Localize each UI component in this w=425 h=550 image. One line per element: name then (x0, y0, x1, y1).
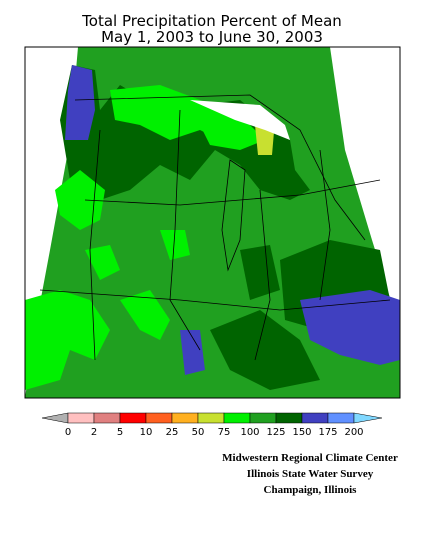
legend-swatch (67, 412, 95, 424)
legend-low-arrow (41, 412, 69, 424)
legend-swatch (171, 412, 199, 424)
legend-label: 10 (140, 427, 153, 438)
credit: Midwestern Regional Climate Center (222, 452, 398, 464)
legend-label: 175 (318, 427, 337, 438)
legend-label: 200 (344, 427, 363, 438)
legend-label: 100 (240, 427, 259, 438)
legend-label: 2 (91, 427, 97, 438)
legend-label: 5 (117, 427, 123, 438)
legend-label: 75 (218, 427, 231, 438)
legend-high-arrow (353, 412, 383, 424)
subtitle: May 1, 2003 to June 30, 2003 (101, 28, 323, 46)
legend-swatch (301, 412, 329, 424)
legend-label: 125 (266, 427, 285, 438)
legend-swatch (327, 412, 355, 424)
legend-label: 25 (166, 427, 179, 438)
map (24, 46, 401, 399)
title: Total Precipitation Percent of Mean (81, 12, 342, 30)
legend-swatch (119, 412, 147, 424)
legend-swatch (249, 412, 277, 424)
legend-label: 50 (192, 427, 205, 438)
credit: Champaign, Illinois (264, 484, 358, 496)
legend-swatch (223, 412, 251, 424)
legend-label: 0 (65, 427, 71, 438)
legend-label: 150 (292, 427, 311, 438)
credit: Illinois State Water Survey (247, 468, 374, 480)
legend-swatch (275, 412, 303, 424)
legend: 0 2 5 10 25 50 75 100 125 150 175 200 (41, 412, 383, 438)
legend-swatch (145, 412, 173, 424)
legend-swatch (93, 412, 121, 424)
legend-swatch (197, 412, 225, 424)
